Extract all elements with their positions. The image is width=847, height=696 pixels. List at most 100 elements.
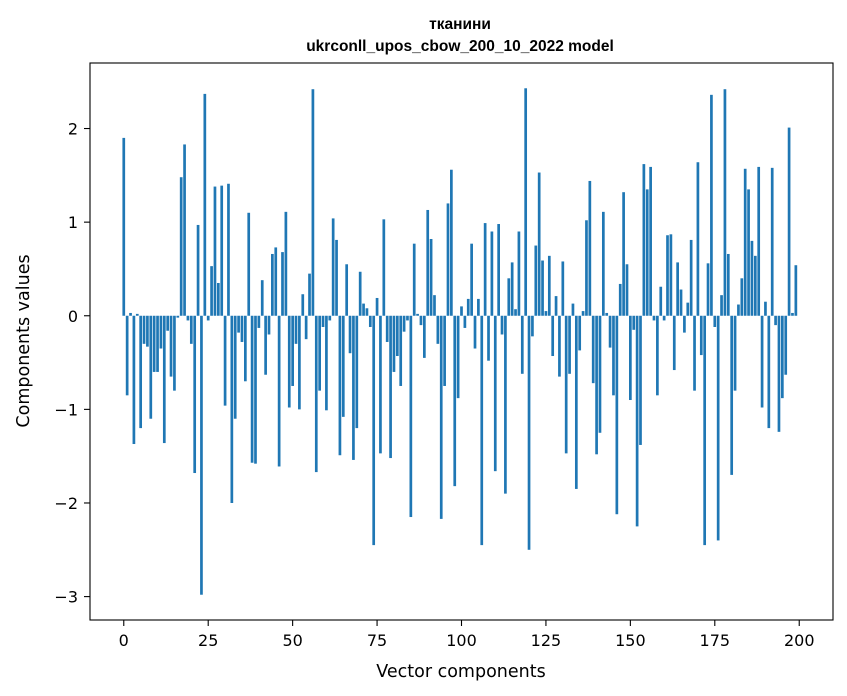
bar <box>713 315 717 327</box>
bar <box>385 315 389 342</box>
bar <box>301 294 305 316</box>
bar <box>639 315 642 445</box>
bar <box>720 295 723 316</box>
bar <box>527 315 531 550</box>
bar <box>271 253 274 316</box>
bar <box>537 172 541 316</box>
bar <box>473 315 477 349</box>
bar <box>244 315 247 382</box>
bar <box>227 183 230 316</box>
bar <box>159 315 163 349</box>
bar <box>483 223 487 316</box>
bar <box>470 243 473 316</box>
bar <box>510 262 514 316</box>
bar <box>439 315 443 519</box>
bar <box>365 308 369 316</box>
y-tick-label: 2 <box>68 120 78 139</box>
bar <box>223 315 227 406</box>
bar <box>794 265 798 316</box>
bar <box>683 315 686 333</box>
bar <box>774 315 777 326</box>
bar <box>325 315 328 411</box>
chart-title-line2: ukrconll_upos_cbow_200_10_2022 model <box>306 38 614 55</box>
bar <box>574 315 578 489</box>
bar <box>335 239 338 316</box>
bar <box>743 168 747 316</box>
bar <box>629 315 632 401</box>
bar <box>419 315 423 326</box>
bar <box>497 224 500 316</box>
y-axis-ticks: −3 −2 −1 0 1 2 <box>54 120 90 607</box>
x-tick-label: 25 <box>198 631 218 650</box>
bar <box>524 88 528 316</box>
bar <box>149 315 153 419</box>
bar <box>352 315 355 460</box>
bar <box>206 315 210 321</box>
bar <box>686 302 690 316</box>
bar <box>649 166 652 316</box>
bar <box>345 264 349 316</box>
bar <box>166 315 170 331</box>
bar <box>777 315 781 432</box>
bar <box>612 315 615 396</box>
bar <box>389 315 392 459</box>
bar <box>689 239 693 316</box>
bar <box>196 224 200 316</box>
bar <box>254 315 257 464</box>
bar <box>466 298 470 316</box>
bar <box>595 315 598 455</box>
bar <box>703 315 707 546</box>
bar <box>656 315 659 396</box>
bar <box>662 315 666 321</box>
bar <box>504 315 507 494</box>
bar <box>277 315 281 467</box>
bar <box>247 212 251 316</box>
bar <box>679 289 683 316</box>
bar <box>125 315 129 396</box>
bar <box>331 218 335 316</box>
bar <box>392 315 396 372</box>
bar <box>311 89 315 316</box>
bar <box>605 312 609 316</box>
bar <box>132 315 136 445</box>
bar <box>409 315 413 518</box>
bar <box>308 273 311 316</box>
bar <box>456 315 460 399</box>
bar <box>500 315 504 335</box>
bar <box>622 192 625 316</box>
bar <box>770 167 774 316</box>
bar <box>233 315 237 419</box>
bar <box>250 315 254 463</box>
bar <box>784 315 788 375</box>
bar <box>260 280 264 316</box>
bar <box>416 313 419 316</box>
chart-title-line1: тканини <box>429 16 491 33</box>
bar <box>787 127 791 316</box>
bar <box>156 315 159 372</box>
bar <box>237 315 240 333</box>
bar <box>358 271 362 316</box>
bar <box>402 315 406 332</box>
bar <box>618 283 622 316</box>
bar <box>328 315 332 321</box>
bar <box>551 315 555 357</box>
bar <box>730 315 734 475</box>
bar <box>487 315 490 361</box>
bar <box>135 313 139 316</box>
bar <box>547 255 551 316</box>
bar <box>534 245 538 316</box>
bar <box>598 315 602 433</box>
bar <box>213 186 217 316</box>
x-tick-label: 0 <box>119 631 129 650</box>
x-tick-label: 175 <box>700 631 731 650</box>
bar <box>571 303 575 316</box>
bar <box>672 315 676 371</box>
bar <box>615 315 619 515</box>
x-axis-ticks: 0 25 50 75 100 125 150 175 200 <box>119 620 815 650</box>
bar <box>568 315 571 374</box>
bar <box>274 247 278 316</box>
bar <box>588 180 592 316</box>
bar <box>169 315 173 377</box>
bar <box>362 303 365 316</box>
